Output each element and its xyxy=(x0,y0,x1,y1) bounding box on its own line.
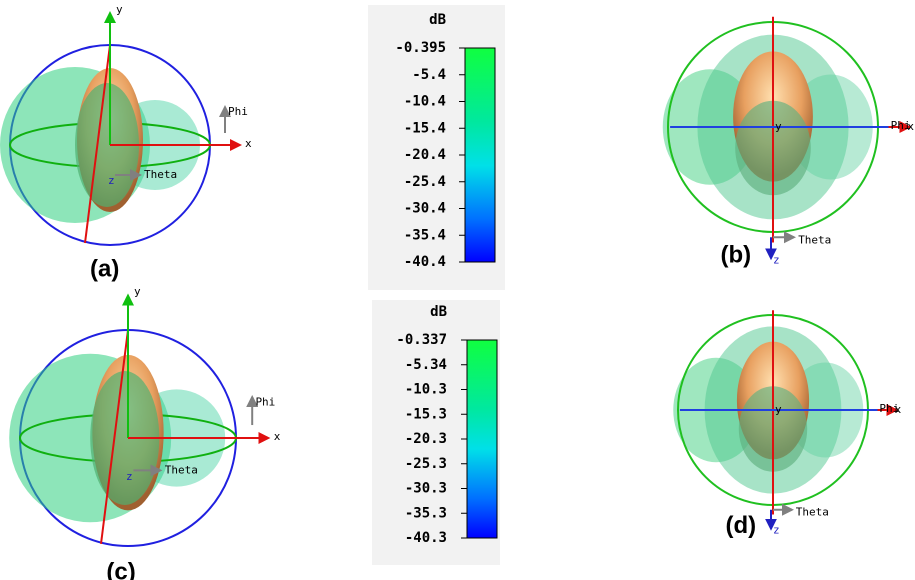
z-label: z xyxy=(773,524,780,537)
y-label: y xyxy=(775,120,782,133)
theta-label: Theta xyxy=(798,233,831,246)
theta-label: Theta xyxy=(796,506,829,519)
pattern-panel: y x Phi Theta z (c) xyxy=(9,285,281,580)
colorbar-tick-label: -10.3 xyxy=(405,382,447,398)
x-label: x xyxy=(274,430,281,443)
theta-label: Theta xyxy=(165,463,198,476)
colorbar-tick-label: -40.4 xyxy=(404,254,446,270)
panel-label: (a) xyxy=(90,255,119,282)
colorbar-tick-label: -30.3 xyxy=(405,481,447,497)
colorbar-tick-label: -0.337 xyxy=(396,332,447,348)
colorbar-tick-label: -30.4 xyxy=(404,201,446,217)
y-label: y xyxy=(134,285,141,298)
colorbar-tick-label: -35.4 xyxy=(404,227,446,243)
colorbar-tick-label: -15.4 xyxy=(404,120,446,136)
phi-label: Phi xyxy=(228,105,248,118)
figure: yxPhiThetaz(a)yPhixThetaz(b)yxPhiThetaz(… xyxy=(0,0,915,580)
colorbar-tick-label: -5.4 xyxy=(412,67,446,83)
colorbar xyxy=(465,48,495,262)
y-label: y xyxy=(775,403,782,416)
colorbar-tick-label: -40.3 xyxy=(405,530,447,546)
z-label: z xyxy=(108,174,115,187)
colorbar-unit: dB xyxy=(429,12,446,28)
colorbar-tick-label: -25.4 xyxy=(404,174,446,190)
colorbar-tick-label: -20.3 xyxy=(405,431,447,447)
x-label: x xyxy=(245,137,252,150)
phi-label: Phi xyxy=(255,395,275,408)
y-label: y xyxy=(116,3,123,16)
colorbar-tick-label: -10.4 xyxy=(404,94,446,110)
colorbar-tick-label: -5.34 xyxy=(405,357,447,373)
panel-label: (d) xyxy=(726,512,757,539)
pattern-panel: y x Phi Theta z (a) xyxy=(0,3,252,282)
colorbar-tick-label: -15.3 xyxy=(405,406,447,422)
z-label: z xyxy=(773,253,780,266)
colorbar-tick-label: -35.3 xyxy=(405,505,447,521)
colorbar xyxy=(467,340,497,538)
x-label: x xyxy=(907,120,914,133)
x-label: x xyxy=(895,403,902,416)
colorbar-tick-label: -25.3 xyxy=(405,456,447,472)
colorbar-tick-label: -0.395 xyxy=(395,40,446,56)
theta-label: Theta xyxy=(144,168,177,181)
colorbar-unit: dB xyxy=(430,304,447,320)
z-label: z xyxy=(126,470,133,483)
panel-label: (c) xyxy=(106,558,135,580)
colorbar-tick-label: -20.4 xyxy=(404,147,446,163)
panel-label: (b) xyxy=(721,241,752,268)
